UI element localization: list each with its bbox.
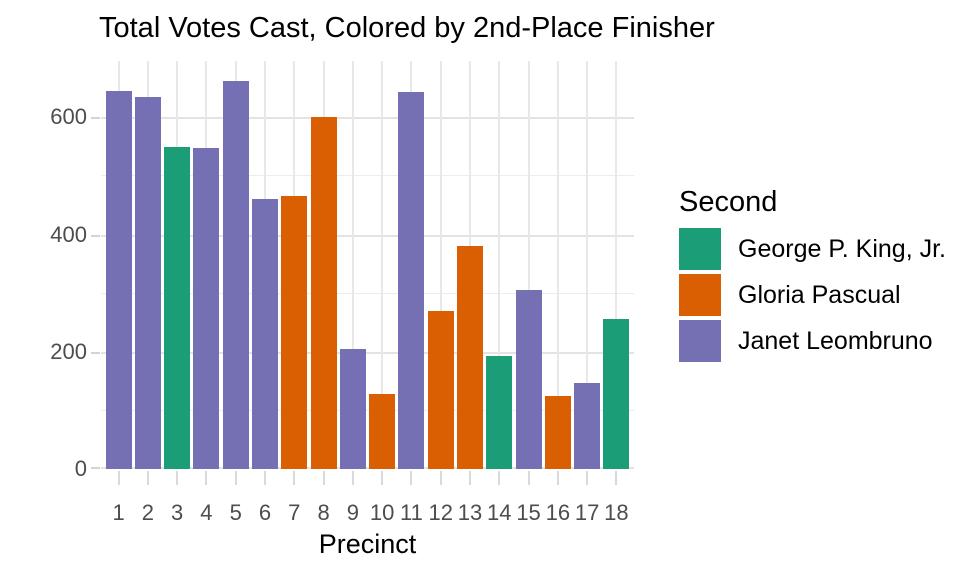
gridline-x-9 xyxy=(351,61,354,469)
x-tick-label-9: 9 xyxy=(346,500,359,525)
y-tick-label-0: 0 xyxy=(74,456,87,481)
x-tick-label-7: 7 xyxy=(288,500,301,525)
x-tick-mark-13 xyxy=(469,471,471,485)
gridline-x-18 xyxy=(615,61,618,469)
y-tick-mark-600 xyxy=(91,117,100,120)
x-tick-label-17: 17 xyxy=(574,500,600,525)
legend-item-label-3: Janet Leombruno xyxy=(738,326,933,355)
bar-precinct-17 xyxy=(574,383,601,469)
gridline-x-17 xyxy=(586,61,589,469)
gridline-major-0 xyxy=(101,467,634,469)
legend-key-swatch-1 xyxy=(679,228,721,270)
bar-precinct-6 xyxy=(252,198,278,469)
y-tick-mark-0 xyxy=(91,467,100,469)
x-tick-label-5: 5 xyxy=(229,500,242,525)
x-tick-mark-9 xyxy=(351,471,354,485)
legend-item-1: George P. King, Jr. xyxy=(679,228,946,270)
bar-precinct-9 xyxy=(339,348,366,469)
bar-precinct-2 xyxy=(134,97,161,469)
bar-precinct-14 xyxy=(486,356,513,469)
bar-precinct-5 xyxy=(222,80,249,469)
gridline-major-400 xyxy=(101,234,634,237)
legend-item-label-2: Gloria Pascual xyxy=(738,280,901,309)
x-tick-mark-18 xyxy=(615,471,618,485)
x-tick-mark-5 xyxy=(234,471,237,485)
bar-precinct-8 xyxy=(310,117,337,469)
bar-precinct-10 xyxy=(369,393,396,469)
legend-title: Second xyxy=(679,186,778,218)
gridline-x-14 xyxy=(498,61,501,469)
x-tick-label-6: 6 xyxy=(258,500,272,525)
y-tick-label-200: 200 xyxy=(50,338,87,364)
x-tick-label-10: 10 xyxy=(369,500,395,525)
x-tick-label-16: 16 xyxy=(545,500,571,525)
x-tick-mark-12 xyxy=(439,471,442,485)
bar-precinct-4 xyxy=(193,147,220,469)
bar-precinct-13 xyxy=(457,246,483,469)
gridline-major-600 xyxy=(101,117,634,120)
x-tick-label-11: 11 xyxy=(400,500,423,525)
x-tick-mark-7 xyxy=(293,471,296,485)
legend-item-label-1: George P. King, Jr. xyxy=(738,234,946,263)
bar-precinct-15 xyxy=(515,289,542,469)
bar-precinct-1 xyxy=(105,90,132,469)
bar-precinct-12 xyxy=(427,310,454,469)
x-tick-mark-16 xyxy=(556,471,559,485)
x-tick-mark-15 xyxy=(527,471,530,485)
x-tick-mark-4 xyxy=(205,471,208,485)
bar-precinct-11 xyxy=(398,92,425,469)
gridline-minor-500 xyxy=(101,175,634,177)
y-tick-mark-400 xyxy=(91,234,100,237)
x-tick-label-2: 2 xyxy=(141,500,154,525)
x-tick-label-14: 14 xyxy=(487,500,512,525)
y-tick-mark-200 xyxy=(91,351,100,354)
x-tick-mark-8 xyxy=(322,471,325,485)
x-tick-mark-6 xyxy=(264,471,266,485)
bar-precinct-18 xyxy=(603,318,630,469)
y-tick-label-400: 400 xyxy=(50,221,87,247)
legend-key-swatch-2 xyxy=(679,274,721,316)
gridline-x-10 xyxy=(381,61,384,469)
x-tick-mark-10 xyxy=(381,471,384,485)
bar-precinct-3 xyxy=(164,146,191,469)
gridline-minor-300 xyxy=(101,292,634,294)
gridline-x-15 xyxy=(527,61,530,469)
x-tick-label-15: 15 xyxy=(516,500,541,525)
legend-key-swatch-3 xyxy=(679,320,721,362)
gridline-x-12 xyxy=(439,61,442,469)
legend-items: George P. King, Jr. Gloria Pascual Janet L… xyxy=(679,228,946,362)
plot-panel xyxy=(101,61,634,469)
x-tick-label-3: 3 xyxy=(171,500,184,525)
gridline-x-16 xyxy=(556,61,559,469)
x-tick-label-18: 18 xyxy=(604,500,629,525)
x-tick-label-13: 13 xyxy=(457,500,483,525)
x-tick-mark-1 xyxy=(117,471,120,485)
bar-precinct-16 xyxy=(544,396,571,469)
gridline-major-200 xyxy=(101,351,634,354)
legend: Second George P. King, Jr. Gloria Pascual… xyxy=(679,184,946,366)
x-tick-mark-17 xyxy=(586,471,589,485)
x-tick-label-8: 8 xyxy=(317,500,330,525)
x-tick-label-1: 1 xyxy=(112,500,125,525)
x-tick-mark-11 xyxy=(410,471,413,485)
x-tick-label-4: 4 xyxy=(200,500,213,525)
legend-item-3: Janet Leombruno xyxy=(679,320,946,362)
bar-precinct-7 xyxy=(281,196,308,469)
chart-title: Total Votes Cast, Colored by 2nd-Place F… xyxy=(99,12,715,44)
y-tick-label-600: 600 xyxy=(50,104,87,130)
x-tick-mark-2 xyxy=(146,471,149,485)
legend-item-2: Gloria Pascual xyxy=(679,274,946,316)
gridline-minor-100 xyxy=(101,409,634,411)
x-axis-title: Precinct xyxy=(318,529,417,559)
x-tick-mark-3 xyxy=(176,471,179,485)
x-tick-label-12: 12 xyxy=(428,500,453,525)
x-tick-mark-14 xyxy=(498,471,501,485)
